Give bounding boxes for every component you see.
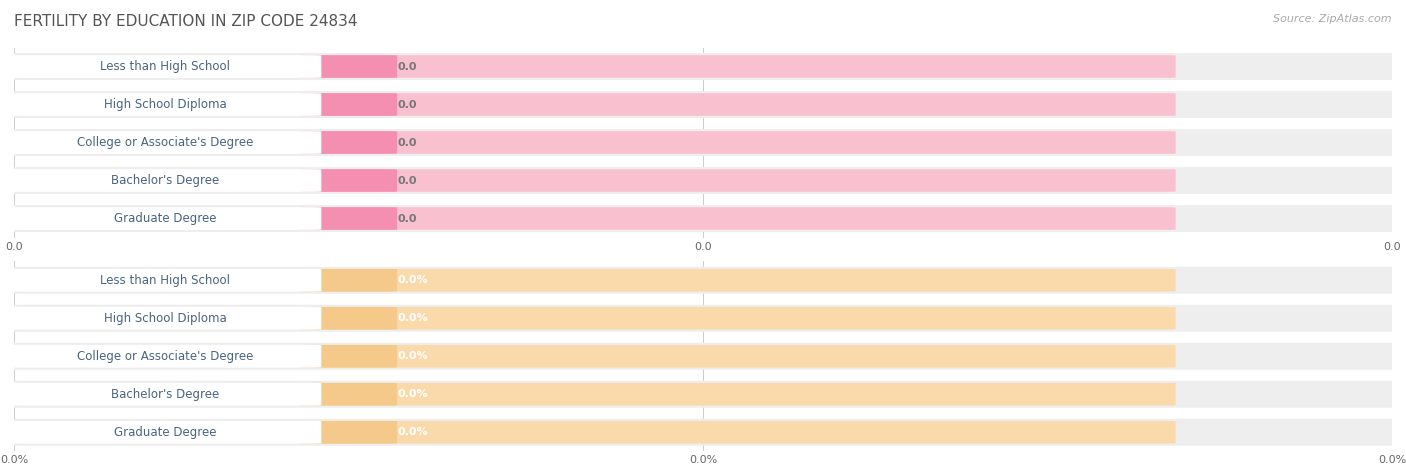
Text: 0.0%: 0.0% bbox=[396, 351, 427, 361]
Text: FERTILITY BY EDUCATION IN ZIP CODE 24834: FERTILITY BY EDUCATION IN ZIP CODE 24834 bbox=[14, 14, 357, 29]
FancyBboxPatch shape bbox=[8, 207, 322, 230]
FancyBboxPatch shape bbox=[8, 131, 322, 154]
FancyBboxPatch shape bbox=[8, 345, 322, 368]
FancyBboxPatch shape bbox=[0, 419, 1406, 446]
Text: Graduate Degree: Graduate Degree bbox=[114, 212, 217, 225]
Text: 0.0: 0.0 bbox=[396, 213, 416, 224]
FancyBboxPatch shape bbox=[8, 55, 322, 78]
FancyBboxPatch shape bbox=[8, 383, 322, 406]
FancyBboxPatch shape bbox=[299, 169, 1175, 192]
Text: Source: ZipAtlas.com: Source: ZipAtlas.com bbox=[1274, 14, 1392, 24]
Text: Bachelor's Degree: Bachelor's Degree bbox=[111, 388, 219, 401]
FancyBboxPatch shape bbox=[8, 93, 322, 116]
FancyBboxPatch shape bbox=[0, 167, 1406, 194]
Text: Graduate Degree: Graduate Degree bbox=[114, 426, 217, 439]
FancyBboxPatch shape bbox=[8, 169, 322, 192]
FancyBboxPatch shape bbox=[0, 305, 1406, 332]
Text: College or Associate's Degree: College or Associate's Degree bbox=[77, 350, 253, 363]
FancyBboxPatch shape bbox=[299, 269, 1175, 292]
Text: 0.0: 0.0 bbox=[396, 137, 416, 148]
FancyBboxPatch shape bbox=[299, 131, 396, 154]
Text: 0.0: 0.0 bbox=[396, 61, 416, 72]
FancyBboxPatch shape bbox=[8, 269, 322, 292]
FancyBboxPatch shape bbox=[299, 207, 396, 230]
FancyBboxPatch shape bbox=[299, 345, 396, 368]
FancyBboxPatch shape bbox=[299, 383, 396, 406]
FancyBboxPatch shape bbox=[8, 307, 322, 330]
Text: 0.0%: 0.0% bbox=[396, 389, 427, 399]
FancyBboxPatch shape bbox=[0, 53, 1406, 80]
Text: High School Diploma: High School Diploma bbox=[104, 98, 226, 111]
FancyBboxPatch shape bbox=[299, 383, 1175, 406]
FancyBboxPatch shape bbox=[299, 421, 396, 444]
FancyBboxPatch shape bbox=[299, 93, 1175, 116]
FancyBboxPatch shape bbox=[0, 267, 1406, 294]
FancyBboxPatch shape bbox=[299, 345, 1175, 368]
FancyBboxPatch shape bbox=[8, 421, 322, 444]
FancyBboxPatch shape bbox=[299, 207, 1175, 230]
FancyBboxPatch shape bbox=[299, 55, 1175, 78]
Text: High School Diploma: High School Diploma bbox=[104, 312, 226, 325]
FancyBboxPatch shape bbox=[0, 129, 1406, 156]
Text: Bachelor's Degree: Bachelor's Degree bbox=[111, 174, 219, 187]
Text: Less than High School: Less than High School bbox=[100, 274, 231, 287]
Text: 0.0: 0.0 bbox=[396, 99, 416, 110]
Text: 0.0%: 0.0% bbox=[396, 275, 427, 285]
Text: Less than High School: Less than High School bbox=[100, 60, 231, 73]
FancyBboxPatch shape bbox=[0, 343, 1406, 370]
Text: 0.0%: 0.0% bbox=[396, 427, 427, 437]
Text: College or Associate's Degree: College or Associate's Degree bbox=[77, 136, 253, 149]
Text: 0.0: 0.0 bbox=[396, 175, 416, 186]
FancyBboxPatch shape bbox=[299, 307, 1175, 330]
FancyBboxPatch shape bbox=[299, 169, 396, 192]
FancyBboxPatch shape bbox=[299, 269, 396, 292]
FancyBboxPatch shape bbox=[299, 421, 1175, 444]
FancyBboxPatch shape bbox=[0, 205, 1406, 232]
FancyBboxPatch shape bbox=[299, 131, 1175, 154]
FancyBboxPatch shape bbox=[299, 307, 396, 330]
FancyBboxPatch shape bbox=[299, 55, 396, 78]
FancyBboxPatch shape bbox=[299, 93, 396, 116]
Text: 0.0%: 0.0% bbox=[396, 313, 427, 323]
FancyBboxPatch shape bbox=[0, 91, 1406, 118]
FancyBboxPatch shape bbox=[0, 381, 1406, 408]
